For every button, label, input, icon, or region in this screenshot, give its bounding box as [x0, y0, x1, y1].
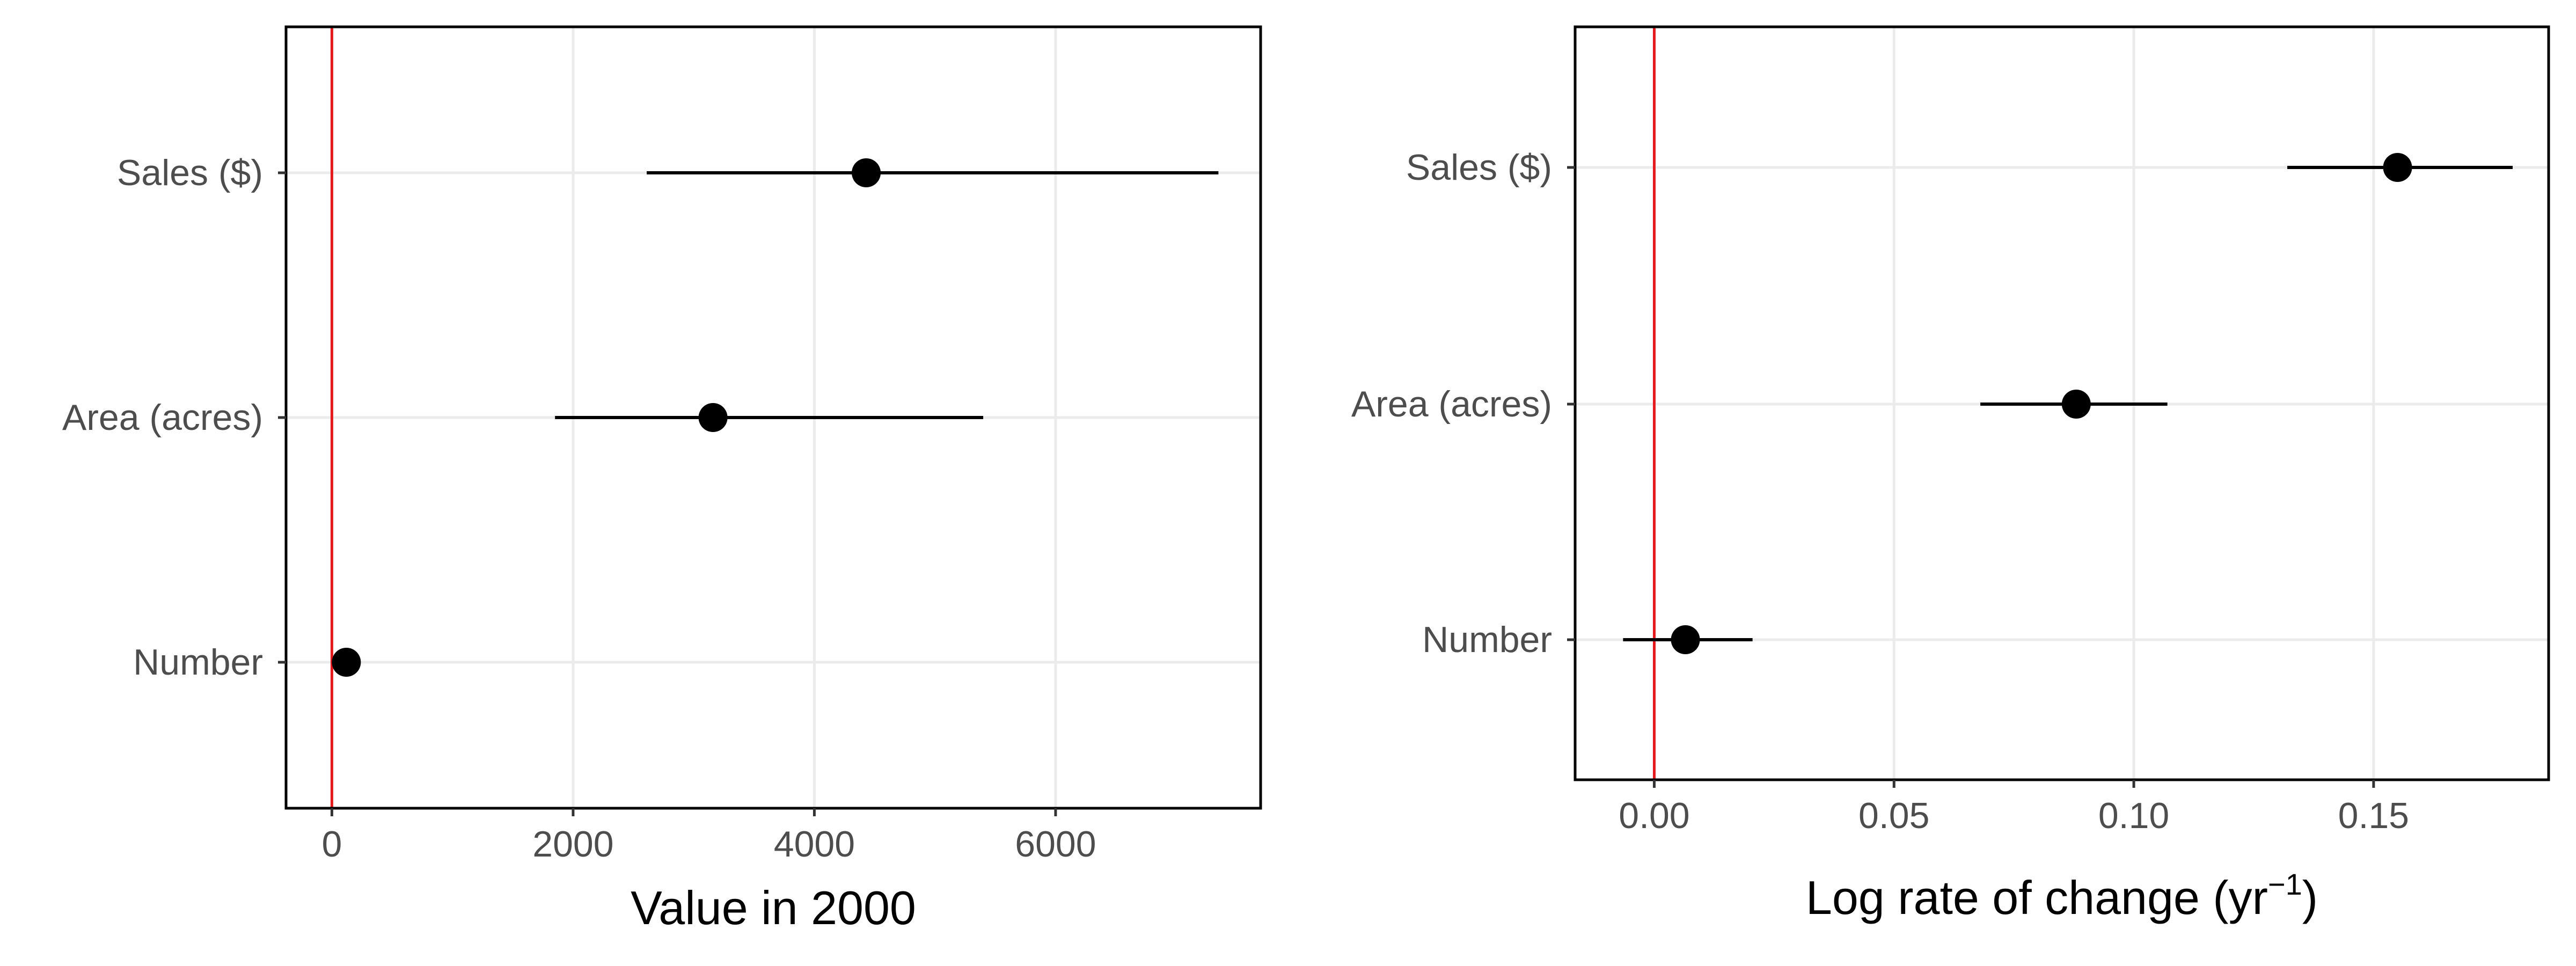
- x-axis-title-close: ): [2302, 871, 2318, 924]
- y-tick-label: Number: [1422, 619, 1552, 660]
- y-tick-label: Area (acres): [1351, 384, 1552, 425]
- right-panel: Sales ($) Area (acres) Number 0.00 0.05 0.10 0…: [1351, 25, 2550, 924]
- x-tick-label: 0.00: [1619, 795, 1689, 836]
- x-tick-label: 6000: [1015, 824, 1096, 865]
- data-point: [2061, 390, 2091, 419]
- y-tick-label: Sales ($): [1406, 147, 1552, 188]
- x-axis-title-superscript: −1: [2268, 867, 2302, 901]
- x-axis-title: Value in 2000: [631, 881, 916, 934]
- data-point: [698, 403, 728, 432]
- data-point: [852, 158, 881, 187]
- x-axis-title-main: Log rate of change (yr: [1806, 871, 2268, 924]
- data-point: [1671, 625, 1700, 654]
- x-tick-label: 0: [321, 824, 342, 865]
- x-tick-label: 0.05: [1858, 795, 1929, 836]
- data-point: [2383, 153, 2412, 182]
- x-tick-label: 0.10: [2098, 795, 2169, 836]
- x-axis-title: Log rate of change (yr−1): [1806, 867, 2318, 924]
- left-panel: Sales ($) Area (acres) Number 0 2000 4000 6000…: [62, 25, 1262, 934]
- y-tick-label: Area (acres): [62, 397, 263, 438]
- x-tick-label: 0.15: [2338, 795, 2409, 836]
- x-tick-label: 4000: [774, 824, 855, 865]
- x-tick-label: 2000: [532, 824, 613, 865]
- y-tick-label: Number: [133, 642, 263, 683]
- data-point: [332, 648, 361, 677]
- y-tick-label: Sales ($): [117, 152, 263, 193]
